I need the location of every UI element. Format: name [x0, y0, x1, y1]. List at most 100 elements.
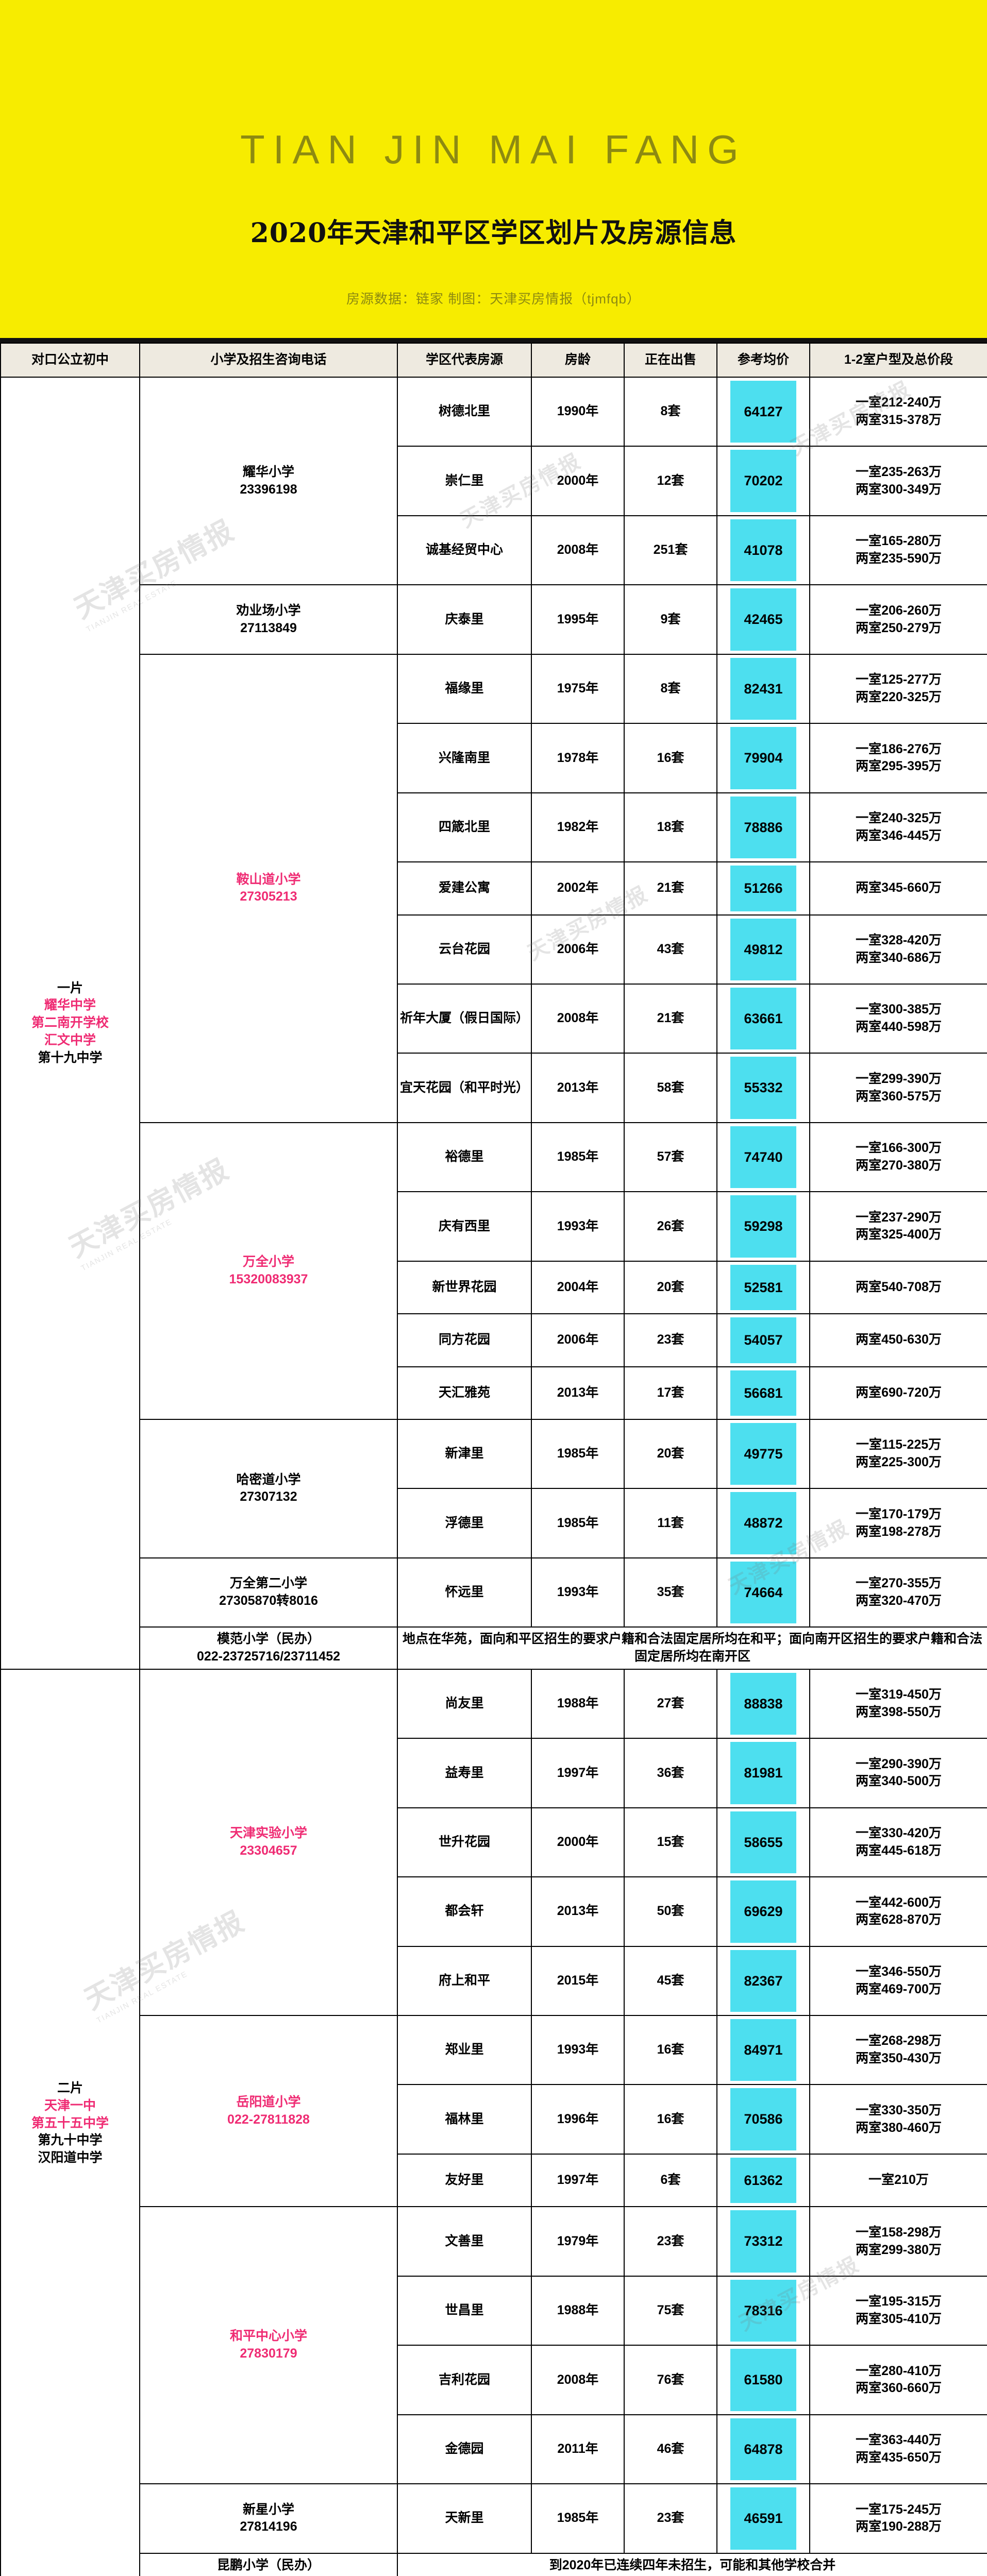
district-name: 一片: [57, 980, 83, 995]
building-age: 1995年: [531, 584, 625, 655]
th-primary-school: 小学及招生咨询电话: [139, 343, 398, 378]
avg-price-value: 64127: [730, 381, 796, 443]
avg-price-cell: 49812: [716, 914, 810, 985]
price-range-line: 一室210万: [868, 2173, 929, 2188]
building-age: 1985年: [531, 1418, 625, 1489]
building-age: 2004年: [531, 1260, 625, 1315]
table-row: 新星小学 27814196 天新里 1985年 23套 46591 一室175-245万 两室…: [1, 2483, 987, 2554]
avg-price-value: 42465: [730, 588, 796, 651]
price-range-line: 两室305-410万: [856, 2311, 942, 2326]
avg-price-cell: 74664: [716, 1557, 810, 1628]
on-sale-count: 17套: [624, 1366, 717, 1420]
primary-school-cell: 万全第二小学 27305870转8016: [139, 1557, 398, 1628]
price-range-line: 一室330-350万: [856, 2103, 942, 2117]
school-name: 天津实验小学: [229, 1826, 307, 1841]
estate-name: 文善里: [397, 2206, 532, 2277]
price-range-line: 两室350-430万: [856, 2051, 942, 2066]
building-age: 1996年: [531, 2084, 625, 2155]
avg-price-cell: 82367: [716, 1945, 810, 2016]
price-range-line: 两室340-686万: [856, 950, 942, 965]
avg-price-value: 49775: [730, 1423, 796, 1485]
th-age: 房龄: [531, 343, 625, 378]
avg-price-cell: 61580: [716, 2345, 810, 2415]
price-range-cell: 两室690-720万: [809, 1366, 987, 1420]
private-school-cell: 模范小学（民办） 022-23725716/23711452: [139, 1626, 398, 1670]
estate-name: 府上和平: [397, 1945, 532, 2016]
price-range-cell: 两室540-708万: [809, 1260, 987, 1315]
avg-price-cell: 63661: [716, 983, 810, 1054]
table-row: 宜天花园（和平时光） 2013年 58套 55332 一室299-390万 两室360-5…: [1, 1053, 987, 1123]
district-name: 二片: [57, 2081, 83, 2096]
school-name: 鞍山道小学: [236, 872, 301, 887]
table-row: 鞍山道小学 27305213 福缘里 1975年 8套 82431 一室125-277万 两室…: [1, 653, 987, 1123]
price-range-line: 一室268-298万: [856, 2033, 942, 2048]
avg-price-cell: 41078: [716, 515, 810, 586]
avg-price-value: 61580: [730, 2349, 796, 2411]
price-range-cell: 两室450-630万: [809, 1313, 987, 1367]
on-sale-count: 21套: [624, 983, 717, 1054]
price-range-cell: 一室442-600万 两室628-870万: [809, 1876, 987, 1947]
avg-price-cell: 69629: [716, 1876, 810, 1947]
price-range-line: 两室398-550万: [856, 1705, 942, 1720]
on-sale-count: 6套: [624, 2153, 717, 2208]
building-age: 1988年: [531, 2275, 625, 2346]
primary-school-cell: 岳阳道小学 022-27811828: [139, 2014, 398, 2208]
price-range-line: 一室237-290万: [856, 1210, 942, 1225]
price-range-line: 一室170-179万: [856, 1506, 942, 1521]
table-row: 祈年大厦（假日国际） 2008年 21套 63661 一室300-385万 两室440-5…: [1, 983, 987, 1054]
estate-name: 尚友里: [397, 1668, 532, 1739]
price-range-line: 一室195-315万: [856, 2294, 942, 2309]
primary-school-cell: 万全小学 15320083937: [139, 1122, 398, 1420]
on-sale-count: 50套: [624, 1876, 717, 1947]
avg-price-cell: 70586: [716, 2084, 810, 2155]
table-row: 诚基经贸中心 2008年 251套 41078 一室165-280万 两室235-590万: [1, 515, 987, 586]
price-range-line: 一室212-240万: [856, 395, 942, 410]
avg-price-cell: 55332: [716, 1053, 810, 1123]
on-sale-count: 8套: [624, 376, 717, 447]
building-age: 2013年: [531, 1876, 625, 1947]
table-row: 金德园 2011年 46套 64878 一室363-440万 两室435-650万: [1, 2414, 987, 2485]
price-range-line: 两室340-500万: [856, 1774, 942, 1789]
table-row: 四箴北里 1982年 18套 78886 一室240-325万 两室346-445万: [1, 792, 987, 863]
price-range-line: 两室198-278万: [856, 1524, 942, 1539]
table-row: 劝业场小学 27113849 庆泰里 1995年 9套 42465 一室206-260万 两室…: [1, 584, 987, 655]
avg-price-cell: 78316: [716, 2275, 810, 2346]
avg-price-cell: 74740: [716, 1122, 810, 1193]
table-row: 友好里 1997年 6套 61362 一室210万: [1, 2153, 987, 2208]
avg-price-value: 81981: [730, 1742, 796, 1804]
avg-price-value: 79904: [730, 727, 796, 789]
table-row: 府上和平 2015年 45套 82367 一室346-550万 两室469-700万: [1, 1945, 987, 2016]
table-row: 云台花园 2006年 43套 49812 一室328-420万 两室340-686万: [1, 914, 987, 985]
on-sale-count: 8套: [624, 653, 717, 724]
estate-name: 世昌里: [397, 2275, 532, 2346]
avg-price-cell: 84971: [716, 2014, 810, 2086]
table-row: 兴隆南里 1978年 16套 79904 一室186-276万 两室295-395万: [1, 723, 987, 793]
avg-price-value: 82367: [730, 1950, 796, 2012]
building-age: 2002年: [531, 861, 625, 916]
building-age: 1985年: [531, 2483, 625, 2554]
price-range-line: 两室380-460万: [856, 2120, 942, 2135]
avg-price-cell: 64878: [716, 2414, 810, 2485]
avg-price-cell: 70202: [716, 446, 810, 516]
avg-price-cell: 82431: [716, 653, 810, 724]
price-range-line: 两室325-400万: [856, 1227, 942, 1242]
price-range-cell: 一室290-390万 两室340-500万: [809, 1738, 987, 1808]
price-range-cell: 一室319-450万 两室398-550万: [809, 1668, 987, 1739]
school-name: 万全小学: [242, 1255, 294, 1269]
table-row: 一片 耀华中学 第二南开学校 汇文中学 第十九中学 耀华小学 23396198 树德北里 199…: [0, 376, 987, 1670]
estate-name: 庆泰里: [397, 584, 532, 655]
building-age: 2008年: [531, 983, 625, 1054]
price-range-line: 两室469-700万: [856, 1981, 942, 1996]
school-name: 岳阳道小学: [236, 2094, 301, 2109]
avg-price-value: 84971: [730, 2019, 796, 2081]
building-age: 1985年: [531, 1122, 625, 1193]
building-age: 2008年: [531, 2345, 625, 2415]
middle-school-label: 第二南开学校: [31, 1015, 109, 1030]
table-row: 爱建公寓 2002年 21套 51266 两室345-660万: [1, 861, 987, 916]
price-range-cell: 一室363-440万 两室435-650万: [809, 2414, 987, 2485]
price-range-line: 两室235-590万: [856, 551, 942, 566]
avg-price-cell: 61362: [716, 2153, 810, 2208]
estate-name: 怀远里: [397, 1557, 532, 1628]
school-name: 哈密道小学: [236, 1472, 301, 1487]
